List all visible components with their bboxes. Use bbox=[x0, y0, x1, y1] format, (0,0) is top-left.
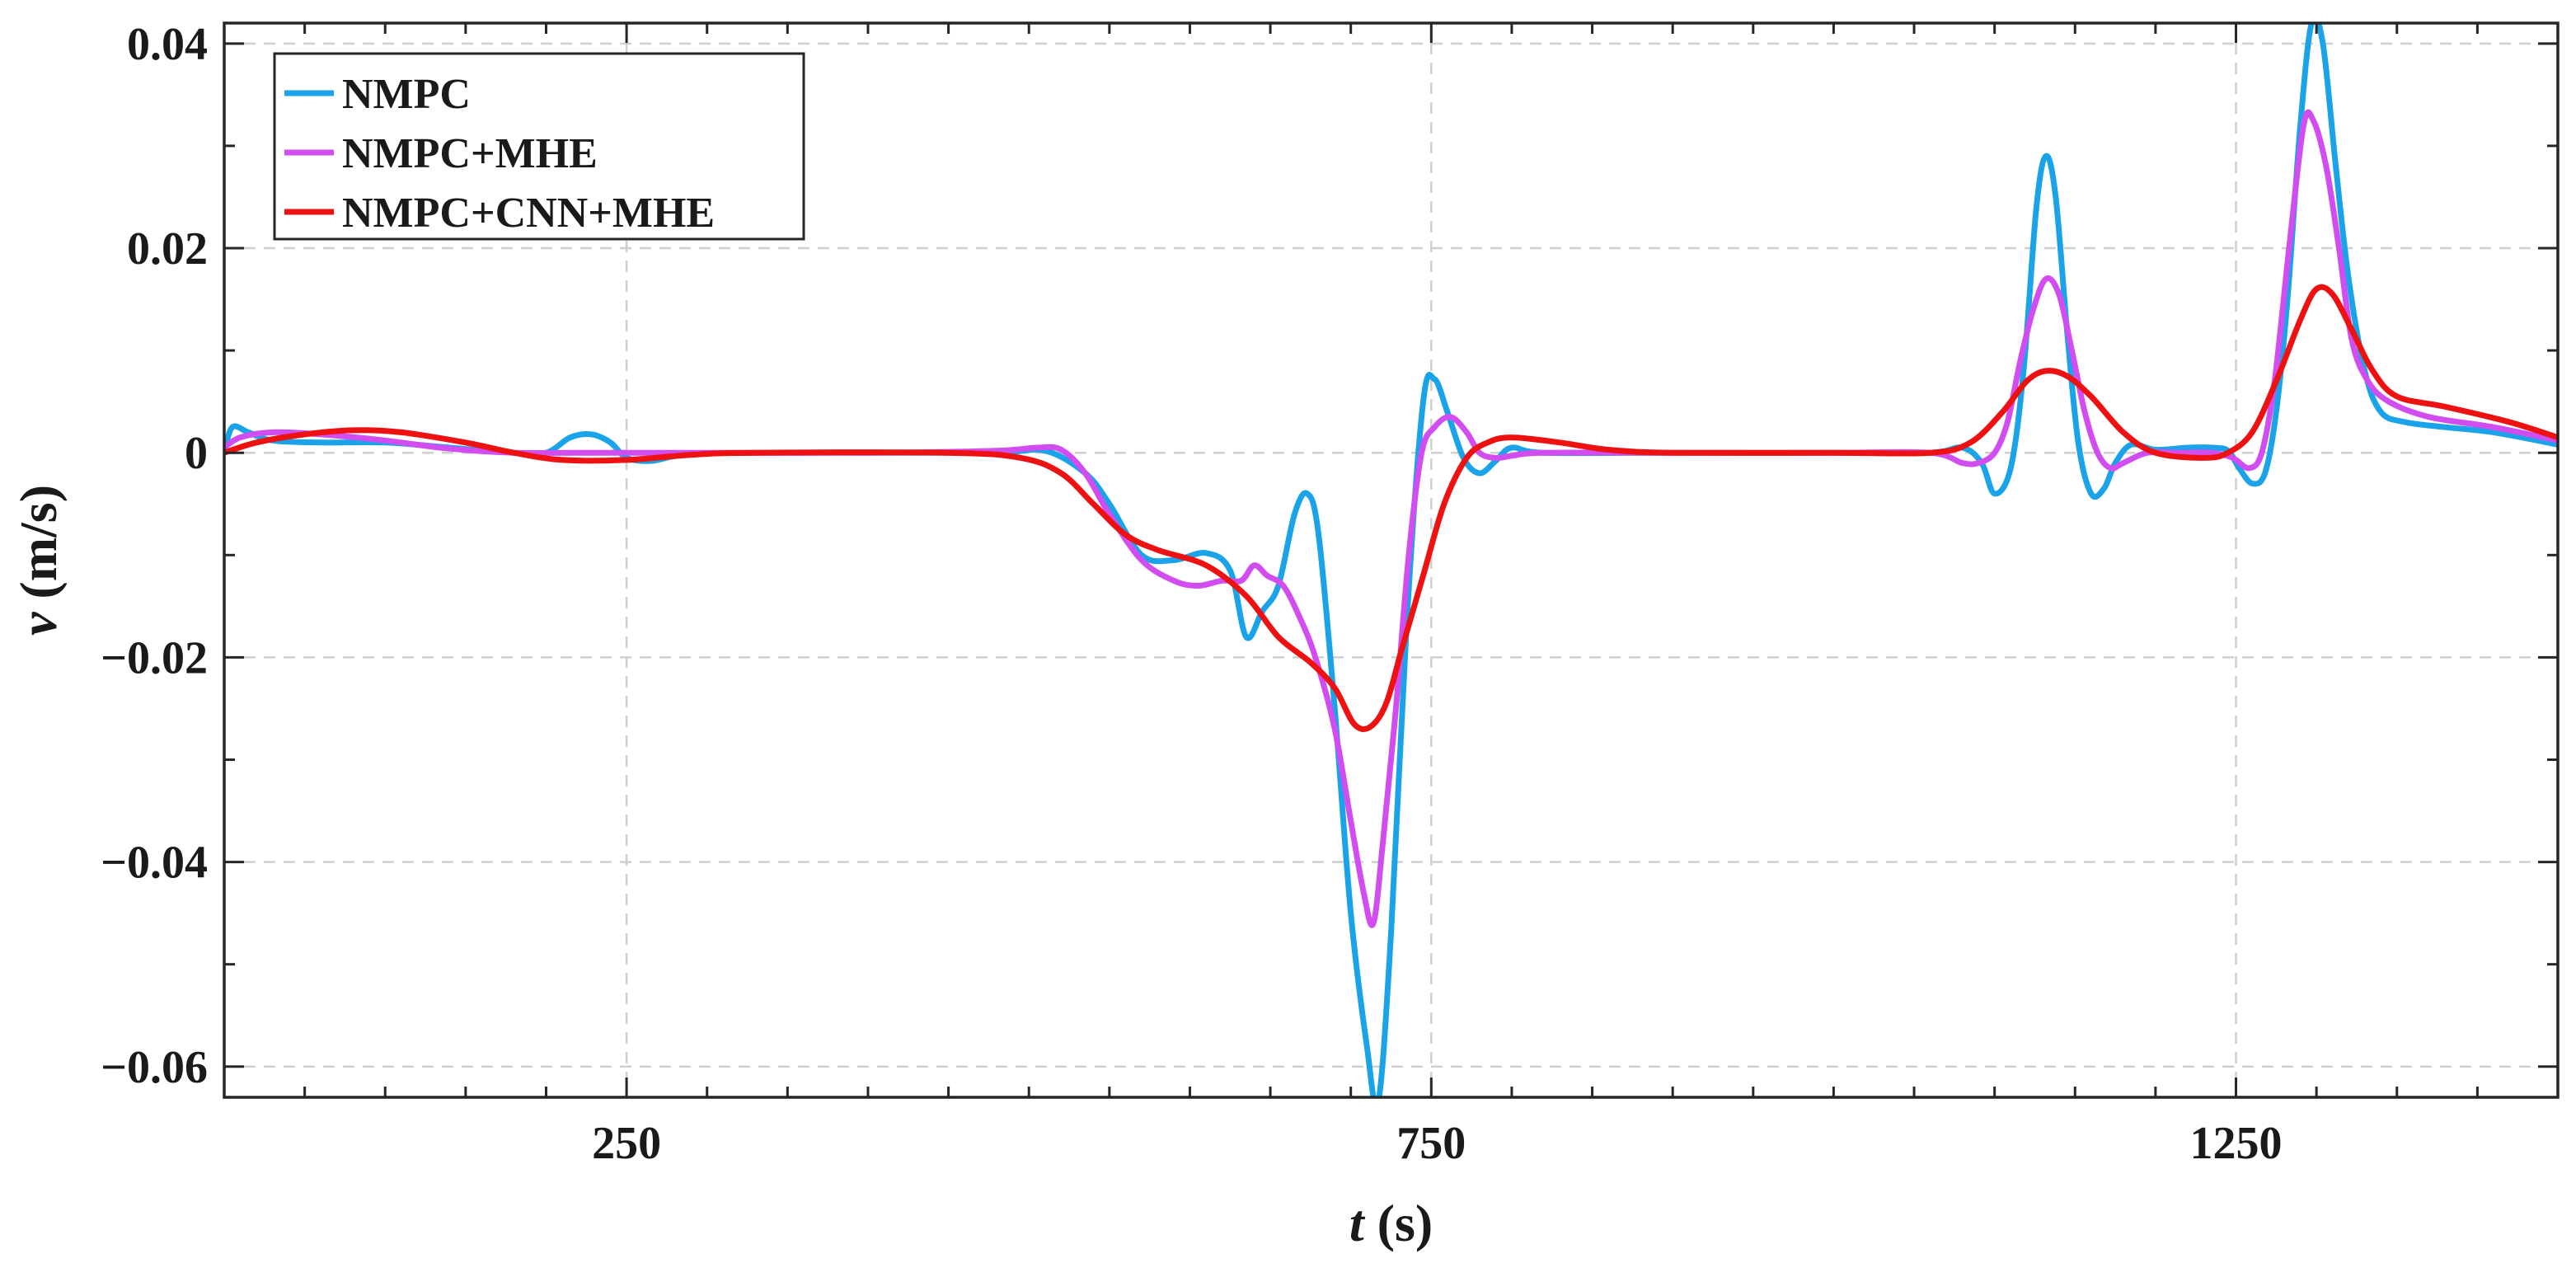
x-axis-label: t (s) bbox=[1349, 1194, 1433, 1252]
y-axis-unit: (m/s) bbox=[9, 485, 68, 613]
legend-item: NMPC bbox=[284, 71, 471, 118]
y-tick-label: −0.06 bbox=[101, 1042, 208, 1093]
series-lines bbox=[224, 23, 2558, 1097]
series-line-nmpc-mhe bbox=[224, 109, 2558, 928]
legend-box bbox=[273, 52, 805, 241]
x-tick-label: 250 bbox=[592, 1118, 661, 1169]
y-tick-label: 0 bbox=[185, 428, 208, 479]
series-line-nmpc-cnn-mhe bbox=[224, 284, 2558, 732]
legend: NMPC NMPC+MHE NMPC+CNN+MHE bbox=[273, 52, 805, 241]
y-axis-label: v (m/s) bbox=[9, 485, 68, 636]
y-tick-label: 0.04 bbox=[127, 19, 208, 70]
legend-item: NMPC+CNN+MHE bbox=[284, 190, 715, 237]
axis-ticks bbox=[223, 23, 2560, 1097]
plot-frame bbox=[223, 21, 2560, 1099]
legend-item: NMPC+MHE bbox=[284, 130, 598, 177]
y-tick-label: −0.04 bbox=[101, 838, 208, 889]
y-axis-variable: v bbox=[9, 612, 68, 636]
y-tick-label: 0.02 bbox=[127, 223, 208, 275]
x-tick-label: 750 bbox=[1396, 1118, 1466, 1169]
y-tick-labels: 0.04 0.02 0 −0.02 −0.04 −0.06 bbox=[101, 19, 208, 1093]
x-axis-unit: (s) bbox=[1364, 1194, 1433, 1252]
y-tick-label: −0.02 bbox=[101, 632, 208, 683]
x-tick-label: 1250 bbox=[2190, 1118, 2283, 1169]
legend-label: NMPC+MHE bbox=[342, 130, 598, 177]
legend-label: NMPC+CNN+MHE bbox=[342, 190, 715, 237]
x-axis-variable: t bbox=[1349, 1194, 1366, 1252]
x-tick-labels: 250 750 1250 bbox=[592, 1118, 2282, 1169]
legend-label: NMPC bbox=[342, 71, 471, 118]
